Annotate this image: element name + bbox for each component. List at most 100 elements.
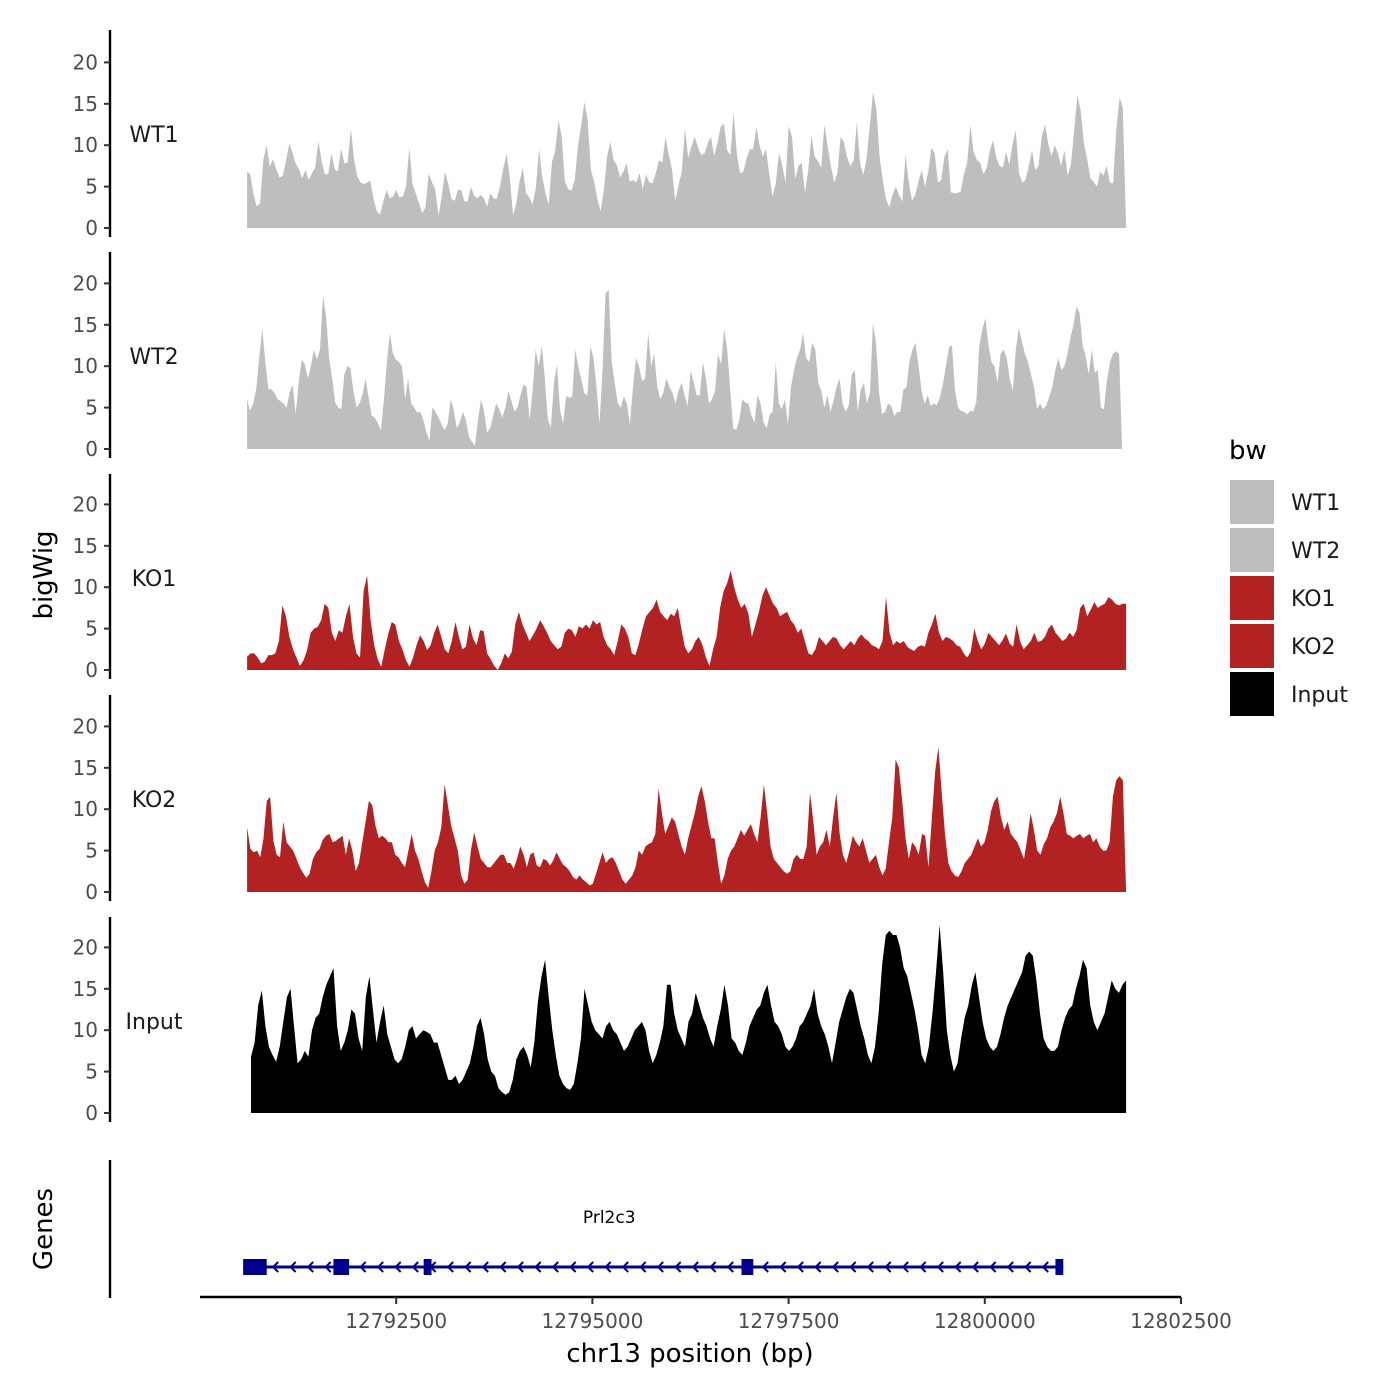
track-ko2: 0 5 10 15 20 KO2: [73, 695, 1127, 904]
y-tick-label: 20: [73, 714, 98, 738]
strand-arrow: [1041, 1261, 1049, 1273]
y-tick-label: 0: [85, 216, 98, 240]
strand-arrow: [551, 1261, 559, 1273]
y-tick-label: 20: [73, 935, 98, 959]
track-label-input: Input: [126, 1010, 183, 1035]
legend-key-wt2: [1230, 528, 1274, 572]
strand-arrow: [621, 1261, 629, 1273]
strand-arrow: [919, 1261, 927, 1273]
track-label-wt1: WT1: [129, 123, 178, 148]
strand-arrow: [901, 1261, 909, 1273]
exon: [243, 1259, 267, 1275]
y-tick-label: 5: [85, 839, 98, 863]
strand-arrow: [884, 1261, 892, 1273]
track-label-wt2: WT2: [129, 345, 178, 370]
strand-arrow: [954, 1261, 962, 1273]
exon: [333, 1259, 350, 1275]
legend: bw WT1 WT2 KO1 KO2 Input: [1229, 436, 1348, 716]
track-label-ko2: KO2: [132, 788, 177, 813]
strand-arrow: [796, 1261, 804, 1273]
y-tick-label: 0: [85, 1101, 98, 1125]
y-tick-label: 15: [73, 313, 98, 337]
signal-tracks: 0 5 10 15 20 WT1 0 5 10 15 20 WT2 0 5 10 15 20 KO1 0 5 10 15 2…: [73, 30, 1127, 1125]
legend-key-ko2: [1230, 624, 1274, 668]
legend-label-ko2: KO2: [1291, 635, 1336, 660]
gene-label: Prl2c3: [583, 1208, 636, 1228]
strand-arrow: [726, 1261, 734, 1273]
x-tick-label: 12800000: [934, 1309, 1036, 1333]
strand-arrow: [866, 1261, 874, 1273]
y-tick-label: 5: [85, 175, 98, 199]
x-axis: 12792500 12795000 12797500 12800000 12802500: [200, 1295, 1232, 1333]
legend-label-wt1: WT1: [1291, 491, 1340, 516]
strand-arrow: [849, 1261, 857, 1273]
gene-panel: Prl2c3: [108, 1160, 1064, 1298]
y-tick-label: 15: [73, 977, 98, 1001]
track-label-ko1: KO1: [132, 567, 177, 592]
strand-arrow: [831, 1261, 839, 1273]
strand-arrow: [1024, 1261, 1032, 1273]
strand-arrow: [656, 1261, 664, 1273]
strand-arrow: [394, 1261, 402, 1273]
legend-key-ko1: [1230, 576, 1274, 620]
y-tick-label: 10: [73, 575, 98, 599]
y-tick-label: 5: [85, 396, 98, 420]
y-tick-label: 20: [73, 492, 98, 516]
legend-key-wt1: [1230, 480, 1274, 524]
exon: [423, 1259, 432, 1275]
strand-arrow: [464, 1261, 472, 1273]
strand-arrow: [936, 1261, 944, 1273]
strand-arrow: [779, 1261, 787, 1273]
y-tick-label: 5: [85, 1060, 98, 1084]
area-wt2: [247, 290, 1123, 449]
area-ko1: [247, 570, 1127, 670]
strand-arrow: [569, 1261, 577, 1273]
strand-arrow: [604, 1261, 612, 1273]
y-tick-label: 0: [85, 658, 98, 682]
gene-prl2c3: Prl2c3: [243, 1208, 1064, 1275]
genes-axis-title: Genes: [29, 1188, 59, 1270]
y-tick-label: 15: [73, 756, 98, 780]
legend-label-ko1: KO1: [1291, 587, 1336, 612]
strand-arrow: [989, 1261, 997, 1273]
strand-arrow: [359, 1261, 367, 1273]
y-tick-label: 20: [73, 271, 98, 295]
y-tick-label: 0: [85, 880, 98, 904]
y-tick-label: 15: [73, 534, 98, 558]
strand-arrow: [674, 1261, 682, 1273]
strand-arrow: [446, 1261, 454, 1273]
strand-arrow: [289, 1261, 297, 1273]
y-tick-label: 10: [73, 354, 98, 378]
legend-key-input: [1230, 672, 1274, 716]
strand-arrow: [306, 1261, 314, 1273]
area-wt1: [247, 92, 1127, 228]
y-tick-label: 0: [85, 437, 98, 461]
y-tick-label: 5: [85, 617, 98, 641]
exon: [1055, 1259, 1064, 1275]
y-tick-label: 10: [73, 797, 98, 821]
y-tick-label: 15: [73, 92, 98, 116]
strand-arrow: [586, 1261, 594, 1273]
track-wt2: 0 5 10 15 20 WT2: [73, 252, 1123, 461]
strand-arrow: [481, 1261, 489, 1273]
area-input: [251, 925, 1127, 1113]
strand-arrow: [534, 1261, 542, 1273]
strand-arrow: [709, 1261, 717, 1273]
strand-arrow: [499, 1261, 507, 1273]
strand-arrow: [411, 1261, 419, 1273]
area-ko2: [247, 747, 1127, 892]
track-wt1: 0 5 10 15 20 WT1: [73, 30, 1127, 240]
x-tick-label: 12792500: [345, 1309, 447, 1333]
exon: [741, 1259, 754, 1275]
x-axis-title: chr13 position (bp): [566, 1339, 813, 1369]
strand-arrow: [639, 1261, 647, 1273]
track-input: 0 5 10 15 20 Input: [73, 917, 1127, 1125]
strand-arrow: [814, 1261, 822, 1273]
legend-title: bw: [1229, 436, 1267, 466]
strand-arrow: [324, 1261, 332, 1273]
x-tick-label: 12802500: [1130, 1309, 1232, 1333]
strand-arrow: [516, 1261, 524, 1273]
strand-arrow: [1006, 1261, 1014, 1273]
legend-label-wt2: WT2: [1291, 539, 1340, 564]
